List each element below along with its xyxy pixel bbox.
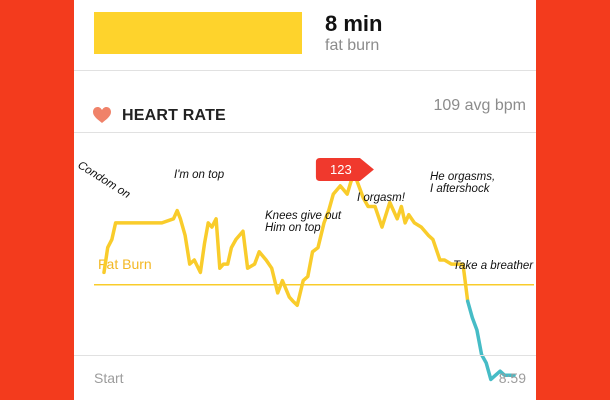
peak-marker: 123: [315, 158, 374, 181]
annotation-take-a-breather: Take a breather: [453, 260, 534, 272]
fat-burn-zone-bar: [94, 12, 302, 54]
zone-minutes: 8 min: [325, 11, 383, 36]
section-divider: [74, 70, 536, 71]
heart-rate-card: 8 min fat burn HEART RATE 109 avg bpm Fa…: [74, 0, 536, 400]
zone-label: fat burn: [325, 37, 380, 54]
annotation-condom-on: Condom on: [75, 159, 132, 201]
bottom-divider: [74, 355, 536, 356]
peak-marker-label: 123: [330, 162, 352, 177]
heart-rate-line-fat-burn: [102, 171, 470, 308]
avg-bpm: 109 avg bpm: [433, 97, 526, 114]
annotation-him-on-top: Him on top: [265, 222, 321, 234]
annotation-knees-give-out: Knees give out: [265, 210, 342, 222]
x-axis-start-label: Start: [94, 370, 124, 386]
header-divider: [74, 132, 536, 133]
annotation-i-aftershock: I aftershock: [430, 183, 491, 195]
annotation-i-orgasm: I orgasm!: [357, 192, 406, 204]
heart-rate-chart: Fat Burn 123 Condom on I'm on top Knees …: [75, 158, 534, 382]
x-axis-end-label: 8:59: [498, 370, 526, 386]
threshold-label: Fat Burn: [98, 256, 152, 272]
section-title: HEART RATE: [122, 107, 226, 124]
heart-icon: [93, 107, 111, 123]
annotation-im-on-top: I'm on top: [174, 169, 225, 181]
annotation-he-orgasms: He orgasms,: [430, 171, 495, 183]
heart-rate-line-below-zone: [465, 299, 516, 382]
